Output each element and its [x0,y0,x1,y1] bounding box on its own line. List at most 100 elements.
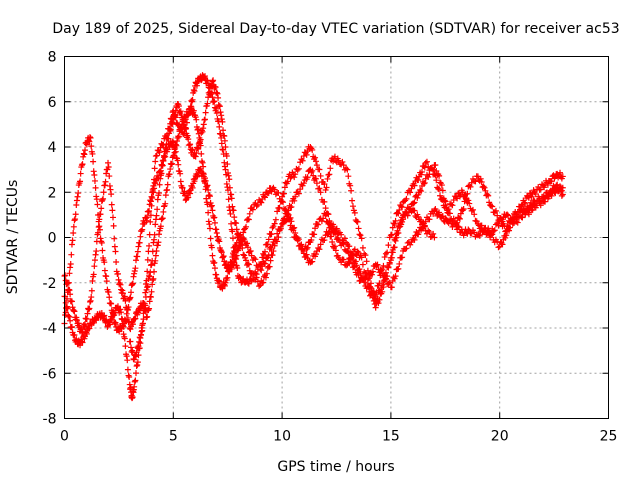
data-point [220,254,227,261]
data-point [188,103,195,110]
data-point [514,219,521,226]
data-point [192,153,199,160]
data-point [95,224,102,231]
y-tick-label: -2 [43,276,57,292]
data-point [246,210,253,217]
data-point [315,245,322,252]
data-point [159,162,166,169]
data-point [203,195,210,202]
data-point [226,263,233,270]
y-tick-label: 6 [48,95,57,111]
data-point [174,138,181,145]
data-point [77,170,84,177]
data-point [106,182,113,189]
data-point [400,216,407,223]
data-point [411,207,418,214]
data-point [349,197,356,204]
data-point [156,189,163,196]
data-point [178,111,185,118]
data-point [128,344,135,351]
data-point [230,207,237,214]
data-point [226,268,233,275]
data-point [297,186,304,193]
data-point [129,394,136,401]
data-point [482,187,489,194]
data-points [61,72,566,402]
data-point [366,275,373,282]
data-point [523,208,530,215]
data-point [227,258,234,265]
data-point [196,139,203,146]
data-point [73,314,80,321]
data-point [96,216,103,223]
data-point [245,280,252,287]
data-point [132,353,139,360]
data-point [432,172,439,179]
data-point [161,148,168,155]
data-point [119,287,126,294]
data-point [344,166,351,173]
data-point [468,207,475,214]
data-point [309,146,316,153]
data-point [100,195,107,202]
data-point [149,257,156,264]
data-point [134,362,141,369]
data-point [359,261,366,268]
data-point [281,184,288,191]
data-point [219,118,226,125]
data-point [90,168,97,175]
data-point [218,112,225,119]
data-point [137,233,144,240]
data-point [147,198,154,205]
data-point [127,338,134,345]
data-point [385,242,392,249]
data-point [359,244,366,251]
data-point [399,204,406,211]
data-point [326,171,333,178]
data-point [245,261,252,268]
axis-ticks: 0 5 10 15 20 25 -8 -6 -4 -2 0 2 4 6 8 [43,50,618,445]
data-point [495,244,502,251]
data-point [261,260,268,267]
data-point [120,331,127,338]
data-point [303,251,310,258]
data-point [144,214,151,221]
data-point [168,161,175,168]
data-point [330,221,337,228]
data-point [143,314,150,321]
data-point [509,220,516,227]
data-point [68,298,75,305]
data-point [152,158,159,165]
data-point [312,158,319,165]
data-point [262,248,269,255]
data-point [537,197,544,204]
data-point [62,299,69,306]
data-point [139,327,146,334]
data-point [450,197,457,204]
data-point [193,116,200,123]
data-point [428,165,435,172]
data-point [175,161,182,168]
data-point [209,252,216,259]
data-point [204,100,211,107]
data-point [280,199,287,206]
data-point [364,283,371,290]
data-point [308,236,315,243]
data-point [316,185,323,192]
data-point [64,280,71,287]
data-point [418,168,425,175]
data-point [235,234,242,241]
data-point [340,256,347,263]
data-point [194,145,201,152]
data-point [362,270,369,277]
data-point [347,182,354,189]
data-point [317,172,324,179]
data-point [204,77,211,84]
data-point [491,227,498,234]
data-point [186,187,193,194]
data-point [213,226,220,233]
data-point [243,223,250,230]
data-point [213,105,220,112]
data-point [105,289,112,296]
data-point [172,148,179,155]
